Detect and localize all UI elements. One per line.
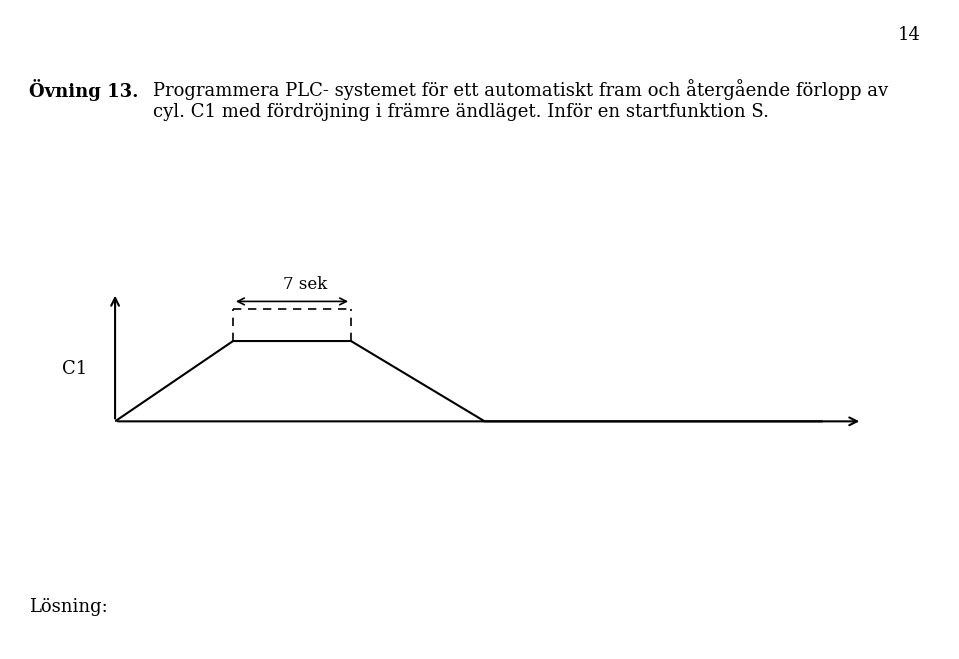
Text: 14: 14 xyxy=(898,26,921,44)
Text: Programmera PLC- systemet för ett automatiskt fram och återgående förlopp av
cyl: Programmera PLC- systemet för ett automa… xyxy=(153,79,889,121)
Text: Övning 13.: Övning 13. xyxy=(29,79,138,101)
Text: Lösning:: Lösning: xyxy=(29,598,107,616)
Text: C1: C1 xyxy=(62,360,87,378)
Text: 7 sek: 7 sek xyxy=(283,276,327,293)
